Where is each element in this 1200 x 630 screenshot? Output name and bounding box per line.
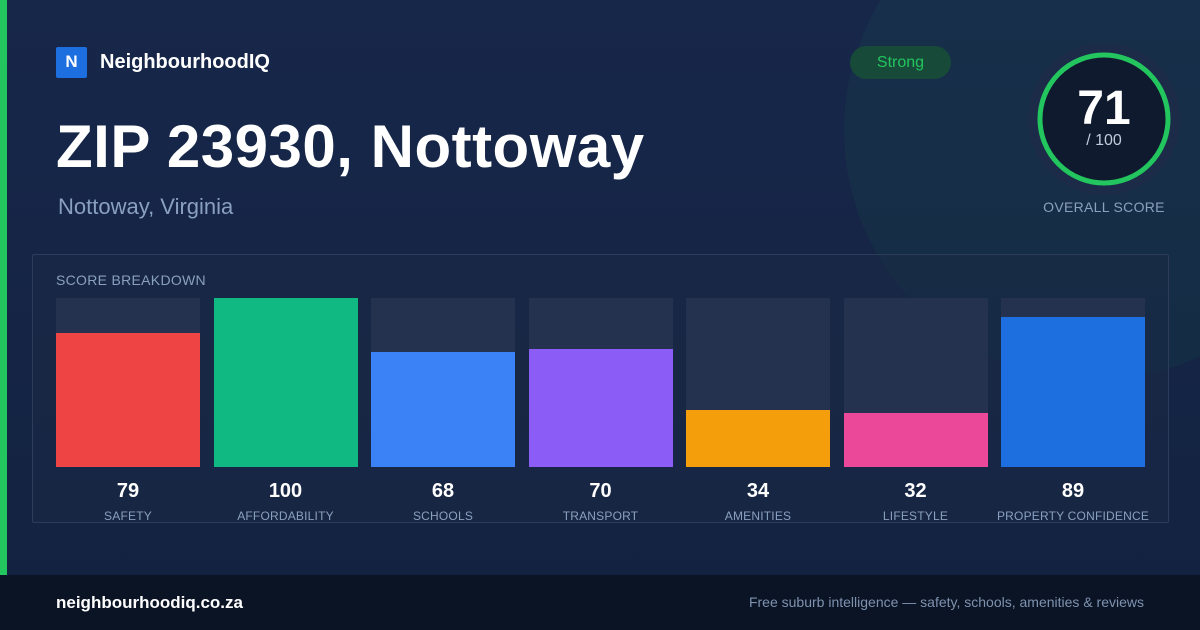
bar-label: LIFESTYLE <box>882 509 949 523</box>
overall-score-gauge: 71 / 100 <box>1028 43 1180 195</box>
bar-track <box>686 298 830 467</box>
brand[interactable]: N NeighbourhoodIQ <box>56 46 270 78</box>
breakdown-heading: SCORE BREAKDOWN <box>56 272 206 288</box>
bar-track <box>1001 298 1145 467</box>
bar-value: 70 <box>589 480 612 502</box>
bar-value: 100 <box>268 480 303 502</box>
bar-label: TRANSPORT <box>562 509 639 523</box>
gauge-ring <box>1028 43 1180 195</box>
bar-track <box>528 298 673 467</box>
footer-site-link[interactable]: neighbourhoodiq.co.za <box>56 593 243 612</box>
bar-fill <box>371 352 515 467</box>
footer: neighbourhoodiq.co.za Free suburb intell… <box>0 575 1200 630</box>
bar-label: AMENITIES <box>724 509 792 523</box>
bar-value: 34 <box>746 480 770 502</box>
bar-fill <box>528 349 673 467</box>
bar-fill <box>213 298 358 467</box>
bar-label: SAFETY <box>104 509 152 523</box>
bar-fill <box>56 333 200 467</box>
brand-name: NeighbourhoodIQ <box>100 50 270 73</box>
bar-fill <box>1001 317 1145 467</box>
page-title: ZIP 23930, Nottoway <box>56 113 645 180</box>
bar-label: PROPERTY CONFIDENCE <box>996 509 1150 523</box>
bar-value: 89 <box>1061 480 1085 502</box>
overall-score-max: / 100 <box>1086 132 1122 149</box>
rating-badge: Strong <box>850 46 951 79</box>
bar-fill <box>686 410 830 467</box>
footer-tagline: Free suburb intelligence — safety, schoo… <box>748 594 1144 610</box>
location-subtitle: Nottoway, Virginia <box>58 194 234 219</box>
overall-score-value: 71 <box>1077 82 1131 135</box>
score-breakdown-panel: SCORE BREAKDOWN 79 SAFETY 100 AFFORDABILITY… <box>32 254 1169 523</box>
bar-label: AFFORDABILITY <box>237 509 334 523</box>
bar-track <box>371 298 515 467</box>
bar-value: 79 <box>116 480 140 502</box>
bar-value: 32 <box>904 480 927 502</box>
bar-value: 68 <box>431 480 455 502</box>
bar-track <box>213 298 358 467</box>
logo-icon: N <box>56 46 87 78</box>
bar-track <box>56 298 200 467</box>
bar-track <box>843 298 988 467</box>
accent-bar <box>0 0 7 575</box>
bar-fill <box>843 413 988 467</box>
bar-label: SCHOOLS <box>412 509 474 523</box>
overall-score-label: OVERALL SCORE <box>1043 199 1165 215</box>
